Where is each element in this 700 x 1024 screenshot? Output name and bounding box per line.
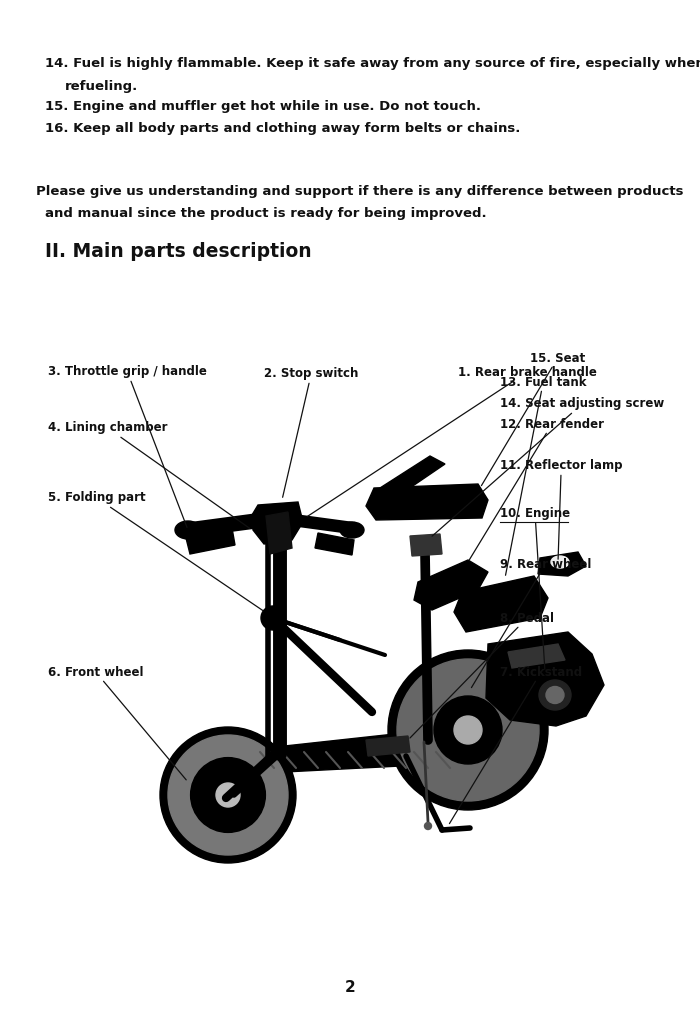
Polygon shape — [366, 484, 488, 520]
Text: 10. Engine: 10. Engine — [500, 508, 570, 670]
Ellipse shape — [397, 659, 539, 801]
Polygon shape — [186, 528, 235, 554]
Text: refueling.: refueling. — [65, 80, 139, 93]
Polygon shape — [414, 560, 488, 610]
Text: Please give us understanding and support if there is any difference between prod: Please give us understanding and support… — [36, 185, 684, 198]
Ellipse shape — [190, 758, 265, 833]
Polygon shape — [236, 726, 480, 774]
Polygon shape — [508, 644, 565, 668]
Ellipse shape — [175, 521, 201, 539]
Text: II. Main parts description: II. Main parts description — [45, 242, 312, 261]
Ellipse shape — [454, 716, 482, 744]
Text: 15. Engine and muffler get hot while in use. Do not touch.: 15. Engine and muffler get hot while in … — [45, 100, 481, 113]
Polygon shape — [266, 512, 292, 554]
Text: 2. Stop switch: 2. Stop switch — [264, 368, 358, 498]
Ellipse shape — [388, 650, 548, 810]
Polygon shape — [486, 632, 604, 726]
Polygon shape — [380, 456, 445, 496]
Polygon shape — [366, 736, 410, 756]
Text: 7. Kickstand: 7. Kickstand — [449, 666, 582, 823]
Text: 16. Keep all body parts and clothing away form belts or chains.: 16. Keep all body parts and clothing awa… — [45, 122, 520, 135]
Text: 15. Seat: 15. Seat — [482, 351, 585, 485]
Ellipse shape — [434, 696, 502, 764]
Text: 5. Folding part: 5. Folding part — [48, 492, 262, 610]
Text: and manual since the product is ready for being improved.: and manual since the product is ready fo… — [45, 207, 486, 220]
Text: 14. Fuel is highly flammable. Keep it safe away from any source of fire, especia: 14. Fuel is highly flammable. Keep it sa… — [45, 57, 700, 70]
Text: 1. Rear brake handle: 1. Rear brake handle — [307, 366, 597, 516]
Ellipse shape — [261, 606, 285, 630]
Polygon shape — [538, 552, 586, 575]
Text: 3. Throttle grip / handle: 3. Throttle grip / handle — [48, 366, 207, 527]
Text: 9. Rear wheel: 9. Rear wheel — [471, 557, 592, 688]
Ellipse shape — [160, 727, 296, 863]
Text: 6. Front wheel: 6. Front wheel — [48, 666, 186, 780]
Text: 14. Seat adjusting screw: 14. Seat adjusting screw — [432, 397, 664, 537]
Text: 12. Rear fender: 12. Rear fender — [470, 418, 604, 560]
Polygon shape — [454, 575, 548, 632]
Ellipse shape — [546, 686, 564, 703]
Ellipse shape — [340, 522, 364, 538]
Text: 4. Lining chamber: 4. Lining chamber — [48, 422, 250, 528]
Polygon shape — [252, 502, 303, 544]
Text: 8. Pedal: 8. Pedal — [410, 611, 554, 738]
Ellipse shape — [424, 822, 431, 829]
Ellipse shape — [216, 783, 240, 807]
Ellipse shape — [551, 556, 569, 568]
Polygon shape — [410, 534, 442, 556]
Ellipse shape — [168, 735, 288, 855]
Ellipse shape — [539, 680, 571, 710]
Polygon shape — [315, 534, 354, 555]
Text: 2: 2 — [344, 980, 356, 995]
Text: 11. Reflector lamp: 11. Reflector lamp — [500, 460, 622, 559]
Text: 13. Fuel tank: 13. Fuel tank — [500, 376, 587, 575]
